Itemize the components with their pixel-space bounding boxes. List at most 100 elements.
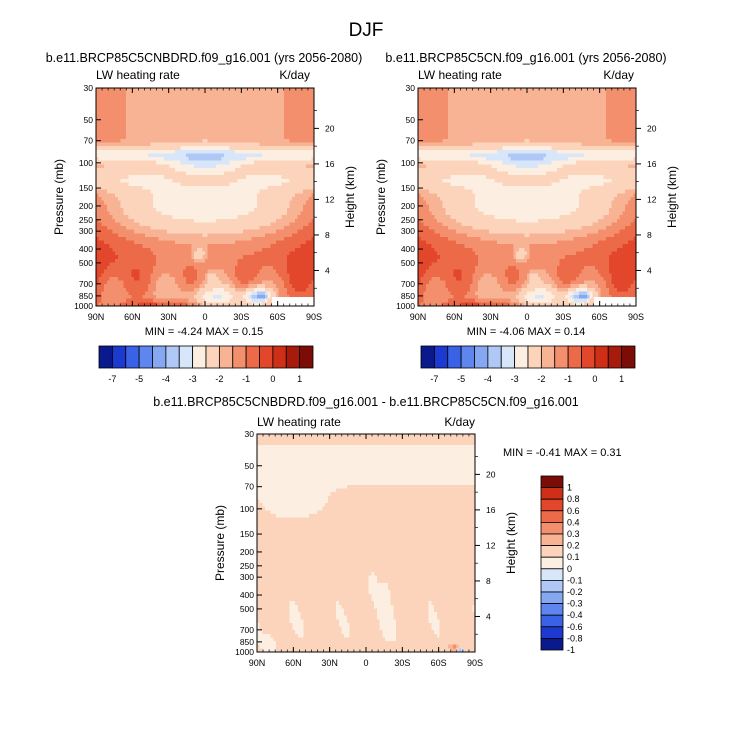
panel-a-cell xyxy=(180,262,184,267)
panel-a-cell xyxy=(224,146,228,151)
panel-a-cell xyxy=(169,175,173,180)
panel-a-cell xyxy=(289,215,293,220)
panel-a-cell xyxy=(270,164,274,169)
panel-a-cell xyxy=(188,117,192,122)
panel-a-cell xyxy=(256,164,260,169)
panel-a-cell xyxy=(109,95,113,100)
panel-a-cell xyxy=(254,135,258,140)
panel-a-cell xyxy=(259,182,263,187)
panel-a-cell xyxy=(286,215,290,220)
panel-a-cell xyxy=(115,251,119,256)
panel-a-cell xyxy=(180,146,184,151)
panel-a-cell xyxy=(234,251,239,256)
panel-a-cell xyxy=(150,106,154,111)
panel-a-cell xyxy=(286,266,290,271)
panel-a-cell xyxy=(194,157,198,162)
panel-a-cell xyxy=(273,102,277,107)
panel-a-cell xyxy=(169,291,173,296)
panel-a-cell xyxy=(185,91,190,96)
panel-a-cell xyxy=(96,255,100,260)
panel-a-cell xyxy=(305,236,309,241)
panel-a-cell xyxy=(243,200,247,205)
panel-a-cell xyxy=(112,157,116,162)
panel-a-cell xyxy=(194,88,198,93)
panel-a-cell xyxy=(251,131,255,136)
panel-a-cell xyxy=(172,182,176,187)
panel-a-cell xyxy=(147,127,151,132)
panel-a-cell xyxy=(155,186,160,191)
panel-a-cell xyxy=(128,193,132,198)
panel-a-cell xyxy=(215,236,220,241)
panel-a-cell xyxy=(101,280,105,285)
panel-a-cell xyxy=(142,262,146,267)
panel-a-cell xyxy=(164,149,168,154)
panel-a-cell xyxy=(117,135,121,140)
panel-a-cell xyxy=(166,124,170,129)
panel-a-cell xyxy=(183,215,187,220)
panel-a-cell xyxy=(150,204,154,209)
panel-a-cell xyxy=(164,106,168,111)
panel-a-cell xyxy=(150,244,154,249)
panel-a-cell xyxy=(158,291,162,296)
panel-a-cell xyxy=(101,175,105,180)
panel-a-cell xyxy=(237,255,241,260)
panel-a-cell xyxy=(180,153,184,158)
panel-a-cell xyxy=(281,167,285,172)
panel-a-cell xyxy=(202,91,206,96)
panel-a-cell xyxy=(205,251,209,256)
panel-a-cell xyxy=(136,262,140,267)
panel-a-cell xyxy=(221,229,225,234)
panel-a-cell xyxy=(218,120,222,125)
panel-a-cell xyxy=(300,222,304,227)
panel-a-cell xyxy=(139,222,143,227)
panel-a-cell xyxy=(98,244,102,249)
panel-a-cell xyxy=(245,211,249,216)
panel-a-cell xyxy=(254,302,258,307)
panel-a-cell xyxy=(147,284,151,289)
panel-a-cell xyxy=(213,215,217,220)
panel-a-cell xyxy=(125,244,130,249)
panel-a-cell xyxy=(229,146,233,151)
panel-a-cell xyxy=(226,302,230,307)
panel-a-cell xyxy=(134,186,138,191)
panel-a-cell xyxy=(243,197,247,202)
panel-a-cell xyxy=(183,135,187,140)
panel-a-cell xyxy=(294,95,299,100)
panel-a-cell xyxy=(286,127,290,132)
panel-a-cell xyxy=(308,91,312,96)
panel-a-cell xyxy=(264,124,269,129)
panel-a-cell xyxy=(202,244,206,249)
panel-a-cell xyxy=(183,167,187,172)
panel-a-cell xyxy=(213,167,217,172)
panel-a-cell xyxy=(213,157,217,162)
panel-a-cell xyxy=(300,149,304,154)
panel-a-cell xyxy=(259,302,263,307)
panel-a-cell xyxy=(245,164,249,169)
panel-a-cell xyxy=(286,280,290,285)
panel-a-cell xyxy=(158,222,162,227)
panel-a-cell xyxy=(194,117,198,122)
panel-a-cell xyxy=(234,193,239,198)
panel-a-cell xyxy=(104,98,108,103)
panel-a-cell xyxy=(199,200,203,205)
panel-a-cell xyxy=(134,91,138,96)
panel-a-cell xyxy=(267,287,271,292)
panel-a-cell xyxy=(248,160,252,165)
panel-a-cell xyxy=(112,247,116,252)
panel-a-cell xyxy=(139,131,143,136)
panel-a-cell xyxy=(120,218,124,223)
panel-a-cell xyxy=(98,102,102,107)
panel-a-cell xyxy=(245,138,249,143)
panel-a-cell xyxy=(104,189,108,194)
panel-a-cell xyxy=(158,298,162,303)
panel-a-cell xyxy=(202,284,206,289)
panel-a-cell xyxy=(215,113,220,118)
panel-a-cell xyxy=(254,266,258,271)
panel-a-cell xyxy=(213,211,217,216)
panel-a-cell xyxy=(237,280,241,285)
panel-a-cell xyxy=(172,113,176,118)
panel-a-cell xyxy=(115,164,119,169)
panel-a-cell xyxy=(207,251,211,256)
panel-a-cell xyxy=(234,211,239,216)
panel-a-cell xyxy=(125,120,130,125)
